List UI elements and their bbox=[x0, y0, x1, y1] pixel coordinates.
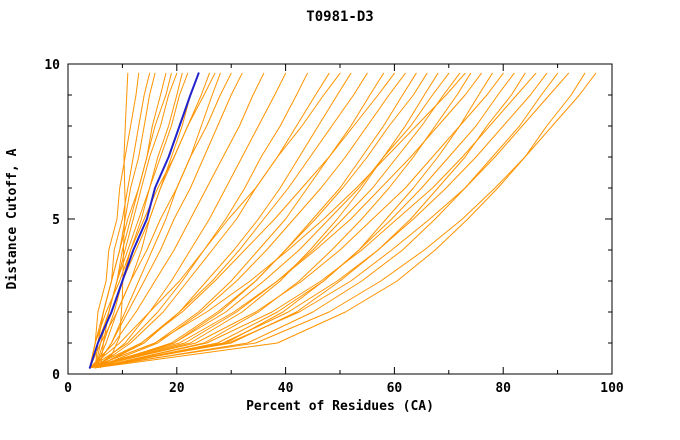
model-curve bbox=[89, 72, 417, 369]
model-curve bbox=[94, 72, 243, 369]
y-axis-label: Distance Cutoff, A bbox=[5, 148, 20, 289]
model-curve bbox=[89, 72, 156, 369]
x-axis-label: Percent of Residues (CA) bbox=[246, 399, 434, 414]
model-curve bbox=[94, 72, 472, 369]
y-tick-label: 5 bbox=[52, 213, 60, 228]
model-curve bbox=[94, 72, 368, 369]
x-tick-label: 0 bbox=[64, 381, 72, 396]
model-curve bbox=[89, 72, 439, 369]
x-tick-label: 100 bbox=[600, 381, 624, 396]
model-curve bbox=[94, 72, 221, 369]
model-curve bbox=[89, 72, 216, 369]
model-curve bbox=[89, 72, 482, 369]
model-curve bbox=[94, 72, 559, 369]
model-curve bbox=[89, 72, 597, 369]
model-curve bbox=[94, 72, 287, 369]
model-curve bbox=[89, 72, 140, 369]
model-curve bbox=[94, 72, 450, 369]
model-curve bbox=[89, 72, 232, 369]
x-tick-label: 60 bbox=[387, 381, 403, 396]
x-tick-label: 40 bbox=[278, 381, 294, 396]
model-curve bbox=[94, 72, 537, 369]
model-curve bbox=[94, 72, 395, 369]
model-curve bbox=[89, 72, 341, 369]
model-curve bbox=[89, 72, 189, 369]
model-curve bbox=[94, 72, 493, 369]
model-curve bbox=[94, 72, 129, 369]
model-curve bbox=[94, 72, 428, 369]
model-curve bbox=[94, 72, 330, 369]
model-curve bbox=[89, 72, 265, 369]
model-curve bbox=[94, 72, 586, 369]
model-curve bbox=[89, 72, 569, 369]
model-curve bbox=[89, 72, 384, 369]
axes: 0 20 40 60 80 100 0 5 10 bbox=[44, 58, 624, 396]
x-tick-label: 80 bbox=[495, 381, 511, 396]
model-curve bbox=[94, 72, 515, 369]
series-lines bbox=[88, 72, 597, 369]
model-curve bbox=[89, 72, 504, 369]
model-curve bbox=[89, 72, 548, 369]
chart-title: T0981-D3 bbox=[306, 9, 373, 25]
y-tick-label: 0 bbox=[52, 368, 60, 383]
model-curve bbox=[89, 72, 172, 369]
model-curve bbox=[89, 72, 352, 369]
model-curve bbox=[89, 72, 308, 369]
model-curve bbox=[89, 72, 461, 369]
model-curve bbox=[94, 72, 151, 369]
y-tick-label: 10 bbox=[44, 58, 60, 73]
highlighted-model-curve bbox=[88, 72, 200, 369]
model-curve bbox=[94, 72, 406, 369]
model-curve bbox=[89, 72, 466, 369]
model-curve bbox=[94, 72, 183, 369]
x-tick-label: 20 bbox=[169, 381, 185, 396]
